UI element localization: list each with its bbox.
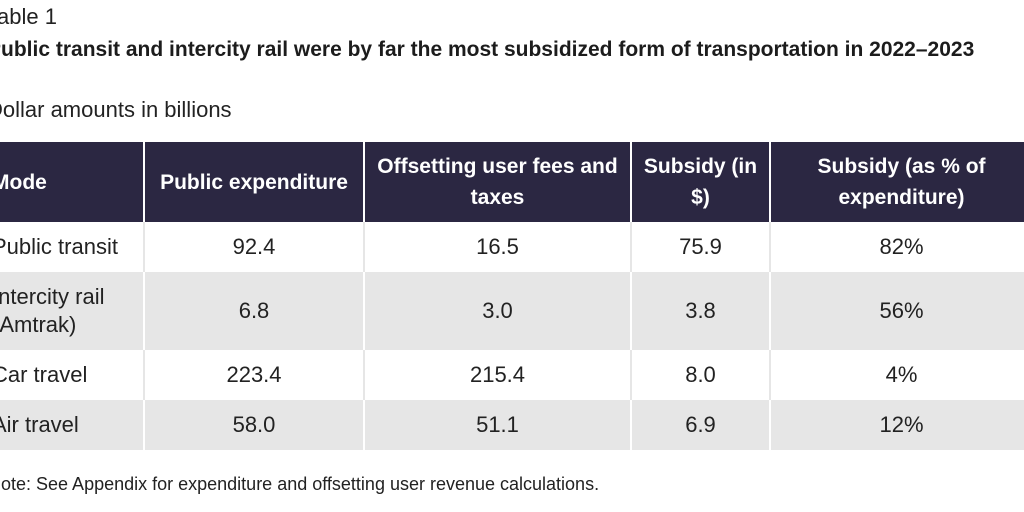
cell-subsidy: 8.0 [631,350,771,400]
cell-offsetting: 16.5 [364,222,632,272]
cell-offsetting: 3.0 [364,272,632,350]
header-subsidy-percent: Subsidy (as % of expenditure) [770,142,1024,222]
subsidy-table: Mode Public expenditure Offsetting user … [0,142,1024,450]
header-public-expenditure: Public expenditure [144,142,365,222]
header-offsetting-fees: Offsetting user fees and taxes [364,142,632,222]
cell-subsidy-percent: 82% [770,222,1024,272]
table-row: Car travel 223.4 215.4 8.0 4% [0,350,1024,400]
table-row: Intercity rail (Amtrak) 6.8 3.0 3.8 56% [0,272,1024,350]
table-note: Note: See Appendix for expenditure and o… [0,474,600,494]
cell-expenditure: 6.8 [144,272,365,350]
table-row: Air travel 58.0 51.1 6.9 12% [0,400,1024,450]
cell-expenditure: 58.0 [144,400,365,450]
table-row: Public transit 92.4 16.5 75.9 82% [0,222,1024,272]
cell-subsidy-percent: 12% [770,400,1024,450]
table-header-row: Mode Public expenditure Offsetting user … [0,142,1024,222]
header-subsidy-dollars: Subsidy (in $) [631,142,771,222]
cell-mode: Intercity rail (Amtrak) [0,272,145,350]
cell-expenditure: 223.4 [144,350,365,400]
cell-subsidy-percent: 4% [770,350,1024,400]
table-title: Public transit and intercity rail were b… [0,38,975,61]
cell-subsidy: 3.8 [631,272,771,350]
cell-offsetting: 51.1 [364,400,632,450]
cell-subsidy: 6.9 [631,400,771,450]
cell-expenditure: 92.4 [144,222,365,272]
cell-mode: Car travel [0,350,145,400]
cell-mode: Public transit [0,222,145,272]
cell-offsetting: 215.4 [364,350,632,400]
cell-subsidy: 75.9 [631,222,771,272]
cell-mode: Air travel [0,400,145,450]
table-subtitle: Dollar amounts in billions [0,97,232,122]
header-mode: Mode [0,142,145,222]
cell-subsidy-percent: 56% [770,272,1024,350]
table-label: Table 1 [0,4,57,29]
